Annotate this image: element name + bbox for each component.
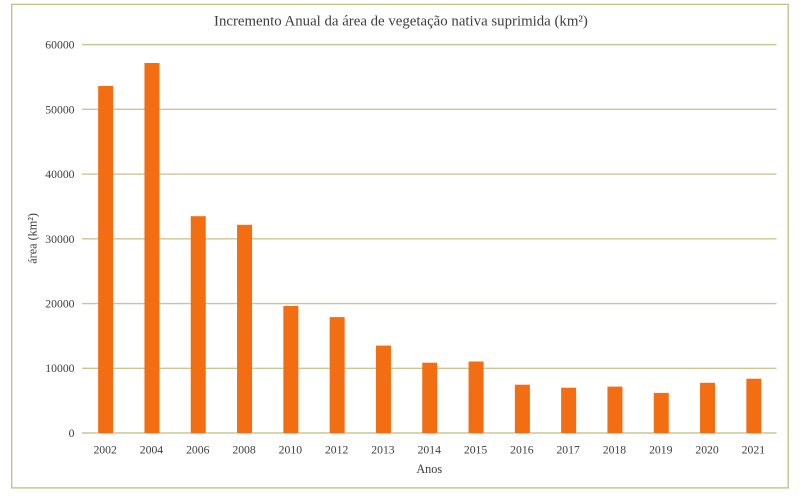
svg-text:2008: 2008 — [232, 443, 256, 456]
svg-text:2017: 2017 — [556, 443, 580, 456]
svg-text:2015: 2015 — [464, 443, 488, 456]
svg-text:2014: 2014 — [418, 443, 442, 456]
svg-text:2020: 2020 — [695, 443, 719, 456]
svg-text:10000: 10000 — [45, 362, 74, 375]
svg-text:2016: 2016 — [510, 443, 534, 456]
svg-text:Incremento Anual da área de ve: Incremento Anual da área de vegetação na… — [214, 14, 588, 30]
svg-text:2021: 2021 — [742, 443, 766, 456]
svg-text:2012: 2012 — [325, 443, 349, 456]
svg-text:2006: 2006 — [186, 443, 210, 456]
svg-text:20000: 20000 — [45, 298, 74, 311]
svg-text:30000: 30000 — [45, 233, 74, 246]
svg-text:Anos: Anos — [416, 462, 442, 476]
svg-text:0: 0 — [69, 427, 75, 440]
svg-text:2010: 2010 — [279, 443, 303, 456]
svg-text:60000: 60000 — [45, 39, 74, 52]
svg-text:2004: 2004 — [140, 443, 164, 456]
svg-text:2018: 2018 — [603, 443, 627, 456]
svg-text:2019: 2019 — [649, 443, 673, 456]
svg-text:40000: 40000 — [45, 168, 74, 181]
svg-text:área (km²): área (km²) — [25, 213, 39, 264]
svg-text:50000: 50000 — [45, 103, 74, 116]
svg-text:2013: 2013 — [371, 443, 395, 456]
svg-text:2002: 2002 — [93, 443, 117, 456]
